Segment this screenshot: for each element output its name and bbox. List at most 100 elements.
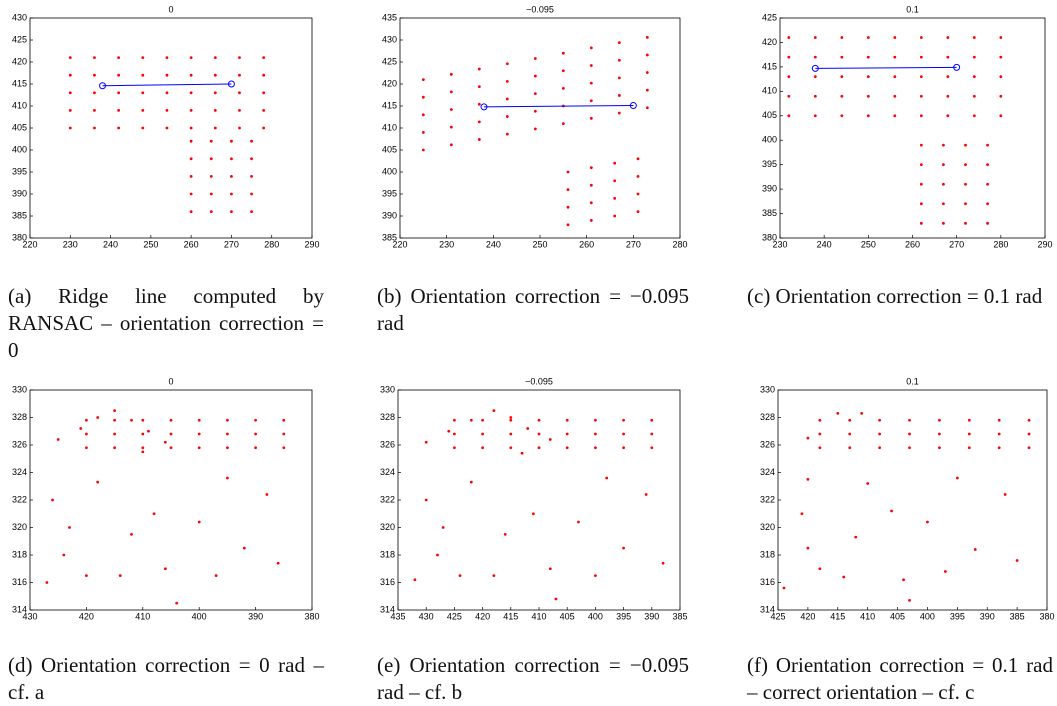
point <box>986 163 989 167</box>
point <box>878 418 882 422</box>
point <box>964 182 967 186</box>
point <box>622 432 625 436</box>
point <box>866 94 870 98</box>
point <box>254 418 257 422</box>
point <box>636 157 640 161</box>
x-tick-label: 230 <box>63 239 78 249</box>
point <box>197 418 201 422</box>
point <box>589 201 593 205</box>
point <box>964 143 967 147</box>
point <box>613 214 617 218</box>
point <box>840 94 844 98</box>
point <box>226 418 229 422</box>
point <box>189 126 193 130</box>
point <box>505 97 509 101</box>
point <box>117 109 121 112</box>
x-tick-label: 395 <box>616 611 631 621</box>
point <box>644 493 648 496</box>
point <box>169 432 173 436</box>
point <box>589 81 593 85</box>
point <box>141 126 145 130</box>
point <box>189 192 193 196</box>
point <box>45 581 49 584</box>
point <box>93 126 96 130</box>
point <box>113 418 116 422</box>
point <box>56 438 60 441</box>
point <box>860 411 864 415</box>
point <box>169 418 173 422</box>
x-tick-label: 260 <box>905 239 920 249</box>
point <box>537 432 541 436</box>
y-tick-label: 380 <box>762 232 777 242</box>
point <box>806 546 810 550</box>
point <box>946 55 950 59</box>
point <box>189 157 193 161</box>
x-tick-label: 240 <box>817 239 832 249</box>
y-tick-label: 380 <box>12 232 27 242</box>
chart-title: 0.1 <box>906 376 919 386</box>
point <box>818 418 822 422</box>
point <box>509 446 513 450</box>
x-tick-label: 250 <box>861 239 876 249</box>
point <box>893 55 897 59</box>
point <box>942 221 945 225</box>
point <box>51 498 54 502</box>
point <box>453 446 456 450</box>
y-tick-label: 400 <box>12 144 27 154</box>
point <box>130 532 133 536</box>
caption: (c) Orientation correction = 0.1 rad <box>747 284 1043 308</box>
point <box>566 188 570 192</box>
y-tick-label: 400 <box>382 166 397 176</box>
point <box>413 578 417 582</box>
point <box>967 418 971 422</box>
point <box>645 53 649 57</box>
point <box>946 114 950 118</box>
point <box>842 575 846 579</box>
point <box>561 51 565 55</box>
point <box>113 446 116 450</box>
point <box>594 574 597 578</box>
point <box>964 202 967 206</box>
x-tick-label: 425 <box>770 611 785 621</box>
point <box>265 493 269 496</box>
point <box>477 85 481 89</box>
point <box>565 446 569 450</box>
point <box>997 432 1001 436</box>
point <box>509 416 513 419</box>
point <box>505 132 509 136</box>
point <box>878 432 882 436</box>
point <box>617 76 621 80</box>
x-tick-label: 260 <box>184 239 199 249</box>
y-tick-label: 316 <box>380 577 395 587</box>
x-tick-label: 220 <box>392 239 407 249</box>
point <box>230 210 233 214</box>
point <box>806 436 810 440</box>
point <box>238 109 241 112</box>
y-tick-label: 320 <box>12 522 27 532</box>
point <box>787 75 791 79</box>
y-tick-label: 328 <box>380 412 395 422</box>
point <box>282 446 286 450</box>
point <box>141 56 145 59</box>
point <box>848 432 852 436</box>
point <box>449 125 453 129</box>
y-tick-label: 395 <box>382 188 397 198</box>
y-tick-label: 324 <box>760 467 775 477</box>
point <box>68 526 71 529</box>
point <box>262 56 266 59</box>
point <box>594 418 597 422</box>
point <box>85 446 88 450</box>
point <box>622 446 625 450</box>
point <box>424 498 428 502</box>
point <box>650 418 654 422</box>
point <box>533 57 537 60</box>
point <box>165 56 169 59</box>
point <box>165 73 169 77</box>
point <box>997 446 1001 450</box>
point <box>565 432 569 436</box>
point <box>622 546 625 550</box>
point <box>436 553 439 557</box>
point <box>505 115 509 118</box>
